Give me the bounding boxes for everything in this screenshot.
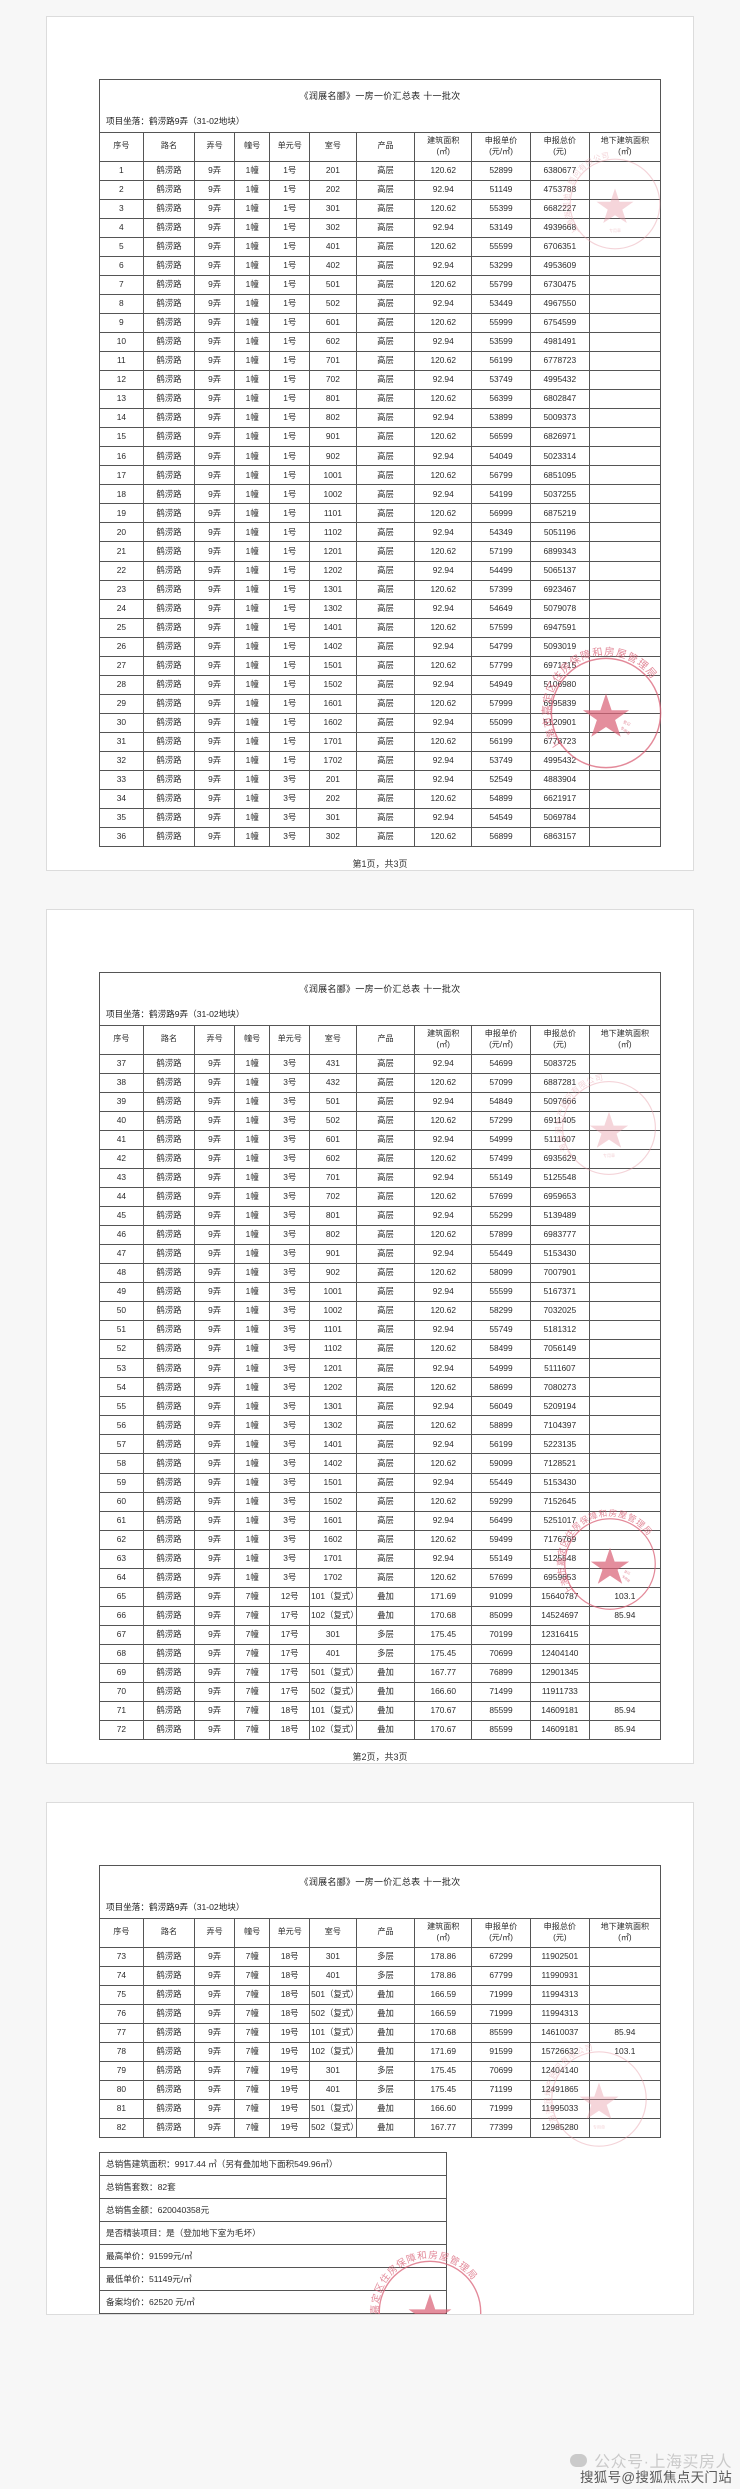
svg-text:登记: 登记 xyxy=(622,719,631,727)
svg-text:上海市嘉定区住房保障和房屋管理局: 上海市嘉定区住房保障和房屋管理局 xyxy=(369,2249,479,2315)
svg-text:上海海润地产顾问有限公司: 上海海润地产顾问有限公司 xyxy=(553,1073,604,1161)
svg-text:上海海润地产顾问有限公司: 上海海润地产顾问有限公司 xyxy=(561,151,610,236)
svg-text:专用章: 专用章 xyxy=(603,1152,615,1158)
svg-text:登记: 登记 xyxy=(623,1568,631,1575)
svg-text:上海市嘉定区住房保障和房屋管理局: 上海市嘉定区住房保障和房屋管理局 xyxy=(540,645,659,752)
svg-text:专用章: 专用章 xyxy=(609,228,621,233)
svg-text:专用章: 专用章 xyxy=(593,2123,605,2129)
svg-text:专用章: 专用章 xyxy=(621,1574,631,1584)
svg-text:上海市嘉定区住房保障和房屋管理局: 上海市嘉定区住房保障和房屋管理局 xyxy=(555,1507,655,1597)
svg-text:上海海润地产顾问有限公司: 上海海润地产顾问有限公司 xyxy=(542,2043,594,2132)
svg-text:专用章: 专用章 xyxy=(619,725,631,736)
